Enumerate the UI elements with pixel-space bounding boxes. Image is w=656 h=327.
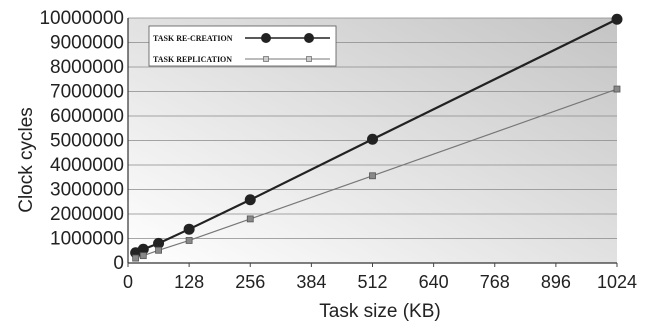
y-tick-label: 9000000 [50,33,124,54]
x-tick-label: 0 [123,272,133,292]
data-point [185,237,193,244]
data-point [246,215,254,223]
legend-marker [306,56,312,62]
data-point [613,85,621,93]
y-tick-label: 3000000 [50,180,124,201]
y-tick-label: 10000000 [39,8,124,29]
x-tick-label: 512 [357,272,387,292]
legend: TASK RE-CREATION TASK REPLICATION [148,25,337,67]
legend-marker [304,33,314,43]
data-point [367,133,378,145]
y-tick-label: 5000000 [50,131,124,152]
y-tick-label: 2000000 [50,204,124,225]
x-tick-label: 256 [235,272,265,292]
data-point [183,223,195,235]
data-point [153,237,165,249]
x-tick-label: 640 [419,272,449,292]
x-axis-ticks: 0 128 256 384 512 640 768 896 1024 [123,263,637,292]
x-tick-label: 128 [174,272,204,292]
data-point [155,246,162,254]
y-tick-label: 6000000 [50,106,124,127]
data-point [132,254,140,262]
legend-label: TASK RE-CREATION [153,34,233,43]
y-tick-label: 7000000 [50,82,124,103]
legend-label: TASK REPLICATION [153,55,232,64]
data-point [369,172,376,180]
data-point [139,252,147,260]
y-axis-title: Clock cycles [16,107,37,213]
x-tick-label: 768 [480,272,510,292]
series-group [130,13,623,262]
series-2 [132,85,621,262]
x-tick-label: 384 [296,272,326,292]
y-axis-ticks: 0 1000000 2000000 3000000 4000000 5000000 6000… [39,8,124,274]
data-point [244,194,256,206]
y-tick-label: 4000000 [50,155,124,176]
y-tick-label: 0 [113,253,124,274]
data-point [611,13,623,25]
legend-marker [261,33,271,43]
x-tick-label: 1024 [597,272,637,292]
legend-marker [263,56,269,62]
data-point [137,243,149,255]
y-tick-label: 1000000 [50,229,124,250]
x-axis-title: Task size (KB) [319,301,440,322]
y-tick-label: 8000000 [50,57,124,78]
x-tick-label: 896 [541,272,571,292]
